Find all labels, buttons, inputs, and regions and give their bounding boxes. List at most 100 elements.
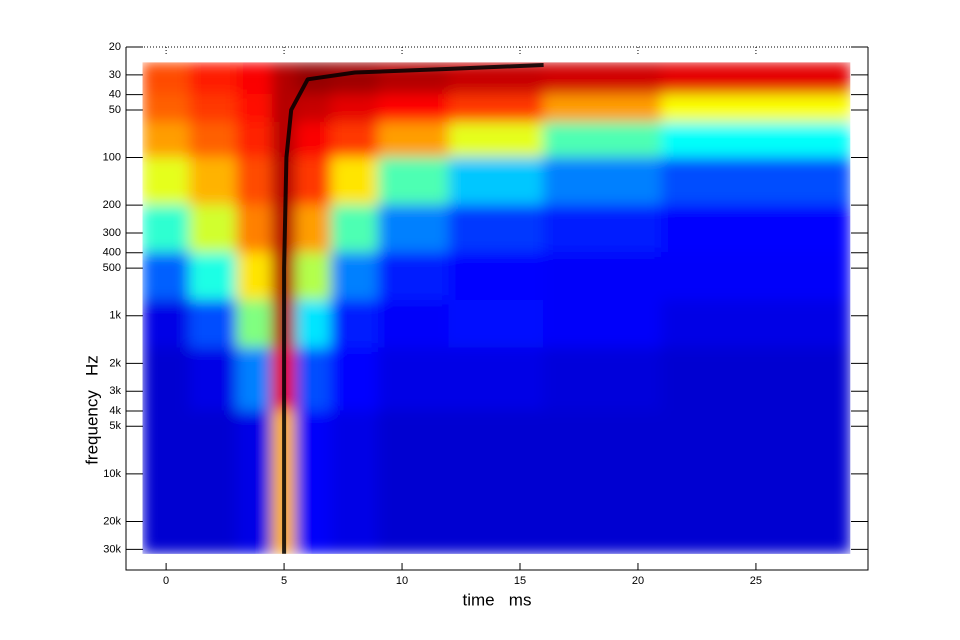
heat-cell [189, 410, 238, 554]
heat-cell [661, 204, 851, 254]
heat-cell [189, 62, 238, 96]
heat-cell [330, 299, 379, 349]
heat-cell [330, 252, 379, 301]
ticks [126, 46, 868, 550]
heat-cell [295, 252, 332, 301]
heat-cell [377, 62, 450, 96]
heat-cell [448, 252, 545, 301]
heat-cell [543, 410, 663, 554]
x-tick-label: 0 [163, 575, 169, 587]
heat-cell [330, 62, 379, 96]
y-tick-label: 30k [103, 543, 121, 555]
y-tick-label: 500 [103, 262, 121, 274]
heat-cell [236, 204, 273, 254]
heat-cell [295, 204, 332, 254]
heat-cell [189, 347, 238, 412]
y-tick-label: 2k [109, 357, 121, 369]
heat-cell [295, 121, 332, 159]
heat-cell [330, 94, 379, 123]
heat-cell [236, 252, 273, 301]
heat-cell [142, 299, 191, 349]
heatmap-clip [142, 62, 851, 554]
heat-cell [236, 410, 273, 554]
x-axis-label: time ms [463, 590, 532, 609]
heat-cell [661, 252, 851, 301]
heat-cell [142, 204, 191, 254]
heat-cell [661, 121, 851, 159]
heat-cell [330, 157, 379, 206]
heat-cell [236, 62, 273, 96]
x-tick-label: 5 [281, 575, 287, 587]
heat-cell [661, 410, 851, 554]
y-tick-label: 200 [103, 199, 121, 211]
heat-cell [448, 204, 545, 254]
heat-cell [543, 299, 663, 349]
heat-cell [543, 347, 663, 412]
heat-cell [295, 299, 332, 349]
heat-cell [142, 121, 191, 159]
y-axis-label: frequency Hz [82, 355, 101, 465]
heat-cell [661, 157, 851, 206]
heat-cell [330, 204, 379, 254]
heat-cell [448, 121, 545, 159]
heat-cell [448, 347, 545, 412]
heat-cell [448, 94, 545, 123]
heat-cell [661, 62, 851, 96]
heat-cell [543, 121, 663, 159]
overlay: 203040501002003004005001k2k3k4k5k10k20k3… [103, 41, 869, 587]
heat-cell [377, 252, 450, 301]
y-tick-label: 40 [109, 89, 121, 101]
heat-cell [377, 121, 450, 159]
heat-cell [377, 204, 450, 254]
heat-cell [448, 157, 545, 206]
heat-cell [377, 94, 450, 123]
heat-cell [330, 347, 379, 412]
heat-cell [661, 94, 851, 123]
heat-cell [189, 299, 238, 349]
heat-cell [189, 94, 238, 123]
x-tick-label: 25 [750, 575, 762, 587]
heat-cell [271, 62, 297, 96]
heat-cell [377, 410, 450, 554]
heat-cell [271, 121, 297, 159]
heat-cell [661, 299, 851, 349]
heat-cell [295, 410, 332, 554]
y-tick-label: 10k [103, 468, 121, 480]
heat-cell [189, 157, 238, 206]
x-tick-label: 10 [396, 575, 408, 587]
heat-cell [142, 347, 191, 412]
heat-cell [330, 410, 379, 554]
heat-cell [543, 62, 663, 96]
y-tick-label: 400 [103, 247, 121, 259]
y-tick-label: 20 [109, 41, 121, 53]
y-tick-label: 50 [109, 104, 121, 116]
heat-cell [295, 94, 332, 123]
ridge-line [282, 63, 544, 554]
heat-cell [330, 121, 379, 159]
heat-cell [142, 94, 191, 123]
heat-cell [142, 252, 191, 301]
axis-frame [125, 47, 869, 571]
y-tick-label: 3k [109, 385, 121, 397]
heat-cell [236, 157, 273, 206]
heat-cell [543, 157, 663, 206]
x-tick-label: 15 [514, 575, 526, 587]
heat-cell [236, 347, 273, 412]
y-tick-label: 30 [109, 69, 121, 81]
heat-cell [142, 410, 191, 554]
heat-cell [189, 204, 238, 254]
heat-cell [236, 121, 273, 159]
y-tick-label: 100 [103, 151, 121, 163]
heat-cell [377, 299, 450, 349]
y-tick-label: 300 [103, 227, 121, 239]
x-tick-label: 20 [632, 575, 644, 587]
heat-cell [142, 62, 191, 96]
heat-cell [236, 299, 273, 349]
y-tick-label: 4k [109, 405, 121, 417]
heat-cell [236, 94, 273, 123]
heat-cell [543, 94, 663, 123]
heat-cell [448, 410, 545, 554]
heat-cell [142, 157, 191, 206]
heat-cell [377, 157, 450, 206]
